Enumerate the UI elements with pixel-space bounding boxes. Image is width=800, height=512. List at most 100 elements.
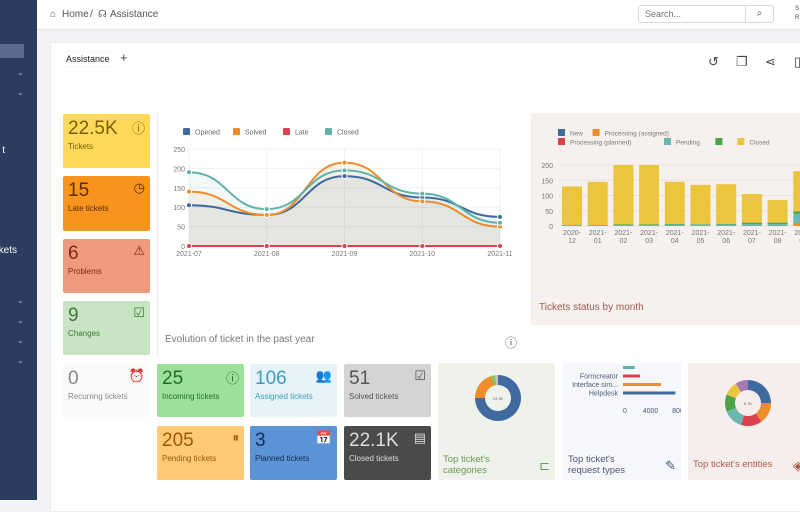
assigned-tickets-card[interactable]: 106 Assigned tickets 👥 [250, 364, 337, 417]
top-categories-card[interactable]: 19.9K Top ticket's categories ⊏ [438, 363, 555, 480]
copy-icon[interactable]: ❐ [736, 54, 748, 70]
users-icon: 👥 [316, 368, 332, 384]
closed-tickets-card[interactable]: 22.1K Closed tickets ▤ [344, 426, 431, 480]
tickets-card[interactable]: 22.5K Tickets ⓘ [63, 114, 150, 168]
legend-swatch [558, 129, 565, 136]
data-point [187, 189, 192, 194]
x-tick-label: 2021-10 [409, 251, 435, 258]
search-input[interactable] [638, 5, 746, 23]
trash-icon[interactable]: ▯ [794, 54, 800, 70]
x-tick-label: 2021-07 [176, 251, 202, 258]
chevron-down-icon[interactable]: ⌄ [17, 336, 24, 345]
alarm-clock-icon: ⏰ [129, 368, 145, 384]
bar-segment [742, 224, 762, 226]
data-point [498, 214, 503, 219]
planned-tickets-card[interactable]: 3 Planned tickets 📅 [250, 426, 337, 480]
x-tick-label: 2021- [717, 230, 736, 237]
clock-icon: ◷ [134, 180, 145, 196]
search-button[interactable]: ⌕ [746, 5, 774, 23]
user-name[interactable]: S [795, 6, 799, 12]
share-icon[interactable]: ⋖ [765, 54, 776, 70]
card-label: Planned tickets [255, 454, 309, 463]
bar-segment [793, 223, 800, 226]
x-tick-label: 05 [697, 238, 705, 245]
data-point [342, 244, 347, 249]
home-icon[interactable]: ⌂ [50, 9, 56, 20]
info-icon[interactable]: ⓘ [505, 334, 517, 351]
data-point [187, 170, 192, 175]
card-label: Pending tickets [162, 454, 216, 463]
card-label: Tickets [68, 142, 93, 151]
y-tick-label: 250 [173, 147, 185, 154]
chevron-down-icon[interactable]: ⌄ [17, 88, 24, 97]
legend-swatch [325, 128, 332, 135]
data-point [420, 191, 425, 196]
top-entities-card[interactable]: 6.7K Top ticket's entities ◈ [688, 363, 800, 480]
bar-segment [691, 185, 711, 224]
chevron-down-icon[interactable]: ⌄ [17, 356, 24, 365]
calendar-check-icon: 📅 [316, 430, 332, 446]
chevron-down-icon[interactable]: ⌄ [17, 316, 24, 325]
data-point [342, 168, 347, 173]
pie-slice [475, 376, 494, 398]
data-point [187, 203, 192, 208]
chevron-down-icon[interactable]: ⌄ [17, 296, 24, 305]
legend-swatch [558, 138, 565, 145]
card-value: 3 [255, 430, 266, 452]
search-icon: ⌕ [757, 8, 763, 19]
breadcrumb-current[interactable]: Assistance [110, 9, 158, 20]
chevron-down-icon[interactable]: ⌄ [17, 68, 24, 77]
legend-label: New [570, 131, 583, 138]
bar-segment [562, 186, 582, 225]
card-value: 205 [162, 430, 194, 452]
pending-tickets-card[interactable]: 205 Pending tickets ⏸ [157, 426, 244, 480]
x-tick-label: 0 [623, 408, 627, 415]
legend-swatch [737, 138, 744, 145]
sidebar-item-label[interactable]: t [2, 145, 5, 156]
x-tick-label: 06 [722, 238, 730, 245]
bar-segment [562, 225, 582, 226]
bar-segment [793, 211, 800, 213]
card-label: Recurring tickets [68, 392, 128, 401]
data-point [498, 220, 503, 225]
user-role[interactable]: R [795, 15, 799, 21]
category-label: Formcreator [580, 374, 619, 381]
changes-card[interactable]: 9 Changes ☑ [63, 301, 150, 355]
card-label: Top ticket's request types [568, 454, 648, 476]
pie-center-label: 6.7K [744, 401, 753, 406]
data-point [342, 160, 347, 165]
card-label: Top ticket's entities [693, 459, 793, 470]
breadcrumb-home[interactable]: Home [62, 9, 89, 20]
incoming-tickets-card[interactable]: 25 Incoming tickets ⓘ [157, 364, 244, 417]
card-value: 51 [349, 368, 370, 390]
exclamation-circle-icon: ⓘ [226, 368, 239, 387]
problems-card[interactable]: 6 Problems ⚠ [63, 239, 150, 293]
x-tick-label: 2021- [589, 230, 608, 237]
tab-assistance[interactable]: Assistance [62, 52, 114, 66]
x-tick-label: 2021- [666, 230, 685, 237]
sidebar-item-active[interactable] [0, 44, 24, 58]
data-point [342, 174, 347, 179]
card-value: 0 [68, 368, 79, 390]
solved-tickets-card[interactable]: 51 Solved tickets ☑ [344, 364, 431, 417]
x-tick-label: 2021-08 [254, 251, 280, 258]
x-tick-label: 2021- [614, 230, 633, 237]
pie-slice [748, 380, 771, 403]
legend-label: Pending [676, 140, 700, 147]
bar-segment [793, 171, 800, 211]
y-tick-label: 0 [549, 224, 553, 231]
bar-segment [588, 182, 608, 225]
x-tick-label: 01 [594, 238, 602, 245]
history-icon[interactable]: ↺ [708, 54, 719, 70]
recurring-tickets-card[interactable]: 0 Recurring tickets ⏰ [63, 364, 150, 417]
bar-segment [691, 224, 711, 225]
sidebar-item-label[interactable]: ckets [0, 245, 17, 256]
late-tickets-card[interactable]: 15 Late tickets ◷ [63, 176, 150, 231]
category-label: Helpdesk [589, 391, 619, 398]
add-tab-button[interactable]: + [120, 50, 128, 65]
bar-segment [768, 223, 788, 225]
legend-swatch [183, 128, 190, 135]
